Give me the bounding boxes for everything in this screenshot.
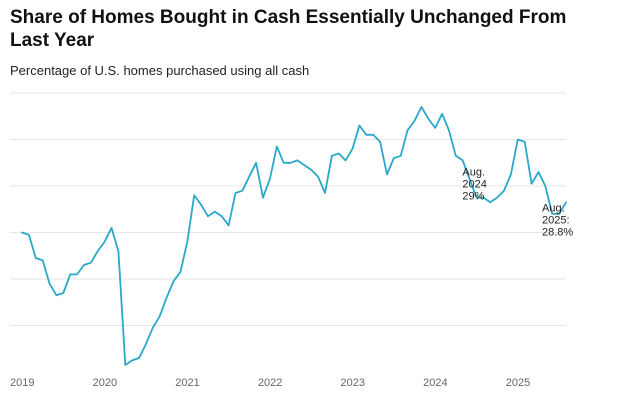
annotation-line: Aug. — [462, 167, 485, 179]
chart-subtitle: Percentage of U.S. homes purchased using… — [10, 63, 310, 78]
x-tick-label: 2019 — [10, 377, 34, 389]
x-tick-label: 2025 — [506, 377, 530, 389]
series-line — [21, 106, 567, 366]
x-tick-label: 2023 — [341, 377, 365, 389]
annotations: Aug. 2024 29%Aug. 2025: 28.8% — [462, 167, 573, 239]
annotation-line: 29% — [462, 191, 484, 203]
annotation-line: 2024 — [462, 179, 486, 191]
x-tick-label: 2021 — [175, 377, 199, 389]
chart-title: Share of Homes Bought in Cash Essentiall… — [10, 7, 567, 51]
gridlines — [10, 92, 566, 326]
x-axis-ticks: 2019 2020 2021 2022 2023 2024 2025 — [10, 377, 530, 389]
annotation-label: Aug. 2025: 28.8% — [542, 202, 573, 238]
x-tick-label: 2024 — [423, 377, 447, 389]
annotation-label: Aug. 2024 29% — [462, 167, 486, 203]
annotation-line: Aug. — [542, 202, 565, 214]
x-tick-label: 2022 — [258, 377, 282, 389]
annotation-line: 2025: — [542, 214, 570, 226]
x-tick-label: 2020 — [93, 377, 117, 389]
annotation-line: 28.8% — [542, 226, 573, 238]
series-layer — [21, 106, 567, 366]
